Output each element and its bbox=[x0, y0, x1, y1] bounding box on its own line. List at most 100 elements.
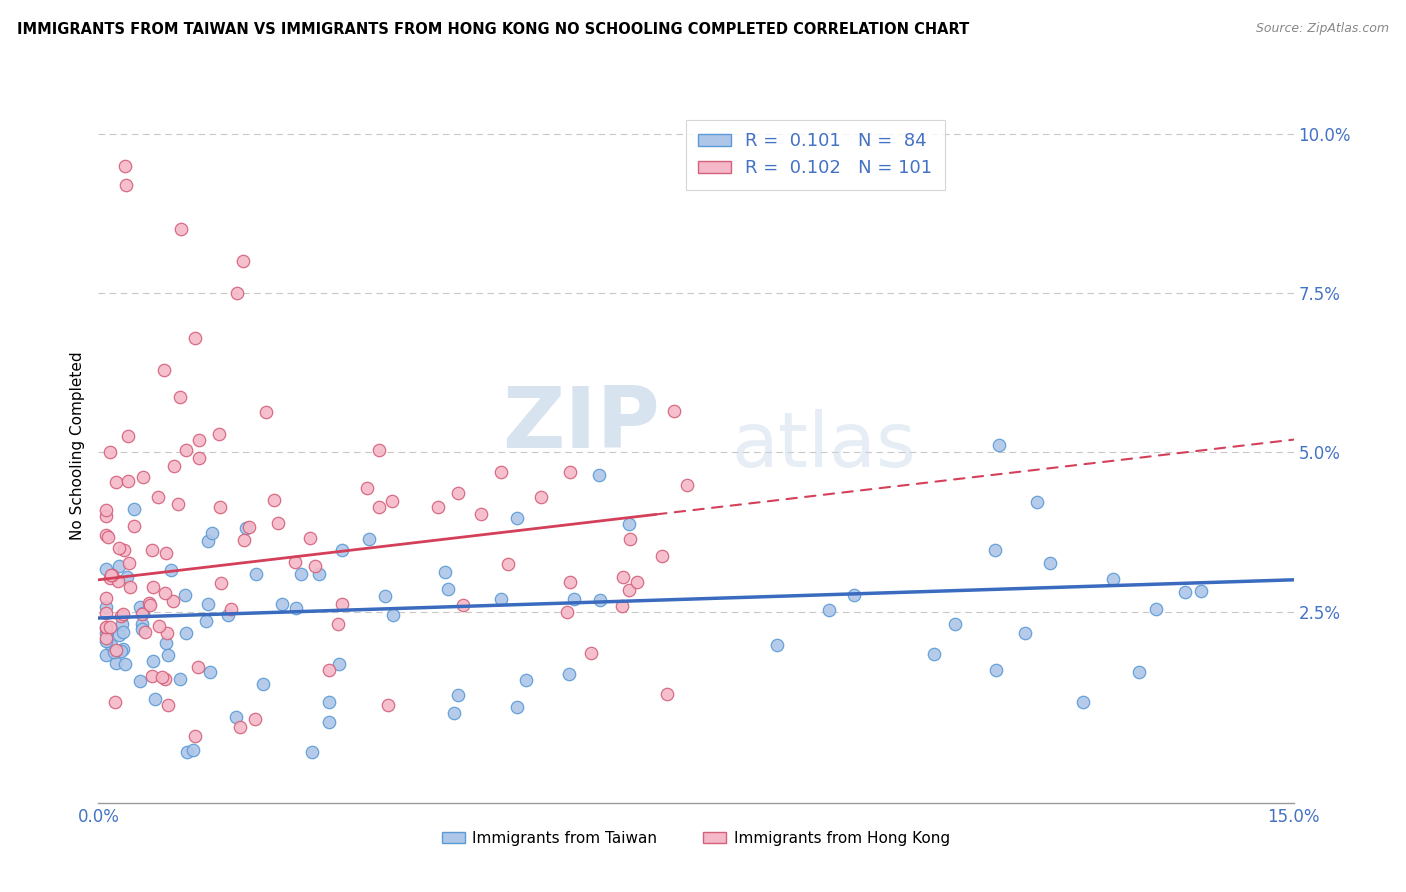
Point bbox=[451, 598, 474, 612]
Point bbox=[181, 743, 204, 757]
Point bbox=[233, 533, 256, 548]
Point bbox=[197, 597, 219, 611]
Point bbox=[128, 599, 150, 614]
Point bbox=[496, 557, 519, 571]
Point bbox=[96, 600, 118, 615]
Point bbox=[318, 695, 340, 709]
Point bbox=[284, 555, 307, 569]
Point bbox=[101, 567, 124, 582]
Point bbox=[676, 478, 699, 492]
Point bbox=[208, 427, 231, 442]
Point bbox=[104, 475, 127, 490]
Point bbox=[96, 562, 118, 576]
Point bbox=[470, 507, 492, 521]
Point bbox=[105, 643, 128, 657]
Point bbox=[155, 546, 177, 560]
Point bbox=[184, 729, 207, 743]
Point bbox=[97, 530, 120, 544]
Point bbox=[110, 644, 132, 658]
Point bbox=[943, 616, 966, 631]
Point bbox=[170, 222, 193, 236]
Point bbox=[245, 566, 267, 581]
Point bbox=[304, 558, 326, 573]
Point bbox=[96, 625, 118, 640]
Point bbox=[139, 598, 162, 612]
Point bbox=[1128, 665, 1150, 679]
Point bbox=[117, 474, 139, 488]
Point bbox=[208, 500, 231, 515]
Text: Source: ZipAtlas.com: Source: ZipAtlas.com bbox=[1256, 22, 1389, 36]
Point bbox=[232, 254, 254, 268]
Point bbox=[100, 567, 122, 582]
Point bbox=[114, 178, 136, 192]
Point bbox=[134, 625, 156, 640]
Point bbox=[114, 159, 136, 173]
Point bbox=[187, 434, 209, 448]
Point bbox=[132, 470, 155, 484]
Point bbox=[155, 672, 177, 686]
Point bbox=[188, 450, 211, 465]
Point bbox=[357, 532, 380, 546]
Point bbox=[619, 517, 641, 532]
Text: ZIP: ZIP bbox=[502, 383, 661, 467]
Point bbox=[381, 494, 404, 508]
Point bbox=[491, 592, 513, 607]
Point bbox=[163, 458, 186, 473]
Point bbox=[128, 673, 150, 688]
Point bbox=[562, 592, 585, 607]
Point bbox=[114, 657, 136, 671]
Point bbox=[103, 645, 125, 659]
Point bbox=[356, 481, 378, 495]
Point bbox=[436, 582, 458, 597]
Point bbox=[219, 601, 242, 615]
Point bbox=[301, 745, 323, 759]
Point bbox=[922, 647, 945, 661]
Point bbox=[142, 581, 165, 595]
Point bbox=[111, 617, 134, 632]
Point bbox=[173, 588, 195, 602]
Point bbox=[443, 706, 465, 720]
Point bbox=[141, 543, 163, 558]
Point bbox=[141, 668, 163, 682]
Point bbox=[1189, 584, 1212, 599]
Point bbox=[96, 633, 118, 648]
Point bbox=[142, 654, 165, 668]
Point bbox=[107, 628, 129, 642]
Point bbox=[209, 576, 232, 591]
Point bbox=[111, 642, 134, 657]
Point bbox=[1144, 602, 1167, 616]
Point bbox=[174, 443, 197, 458]
Point bbox=[100, 638, 122, 652]
Point bbox=[96, 648, 118, 663]
Y-axis label: No Schooling Completed: No Schooling Completed bbox=[69, 351, 84, 541]
Point bbox=[122, 519, 145, 533]
Point bbox=[200, 526, 222, 541]
Point bbox=[664, 403, 686, 417]
Point bbox=[1071, 695, 1094, 709]
Point bbox=[308, 566, 330, 581]
Point bbox=[166, 497, 188, 511]
Point bbox=[104, 695, 127, 709]
Point bbox=[98, 571, 121, 585]
Point bbox=[156, 648, 179, 663]
Point bbox=[107, 559, 129, 574]
Point bbox=[842, 588, 865, 602]
Point bbox=[162, 594, 184, 608]
Point bbox=[612, 570, 634, 584]
Point bbox=[229, 720, 252, 734]
Point bbox=[1026, 495, 1049, 509]
Point bbox=[107, 574, 129, 588]
Point bbox=[200, 665, 222, 679]
Point bbox=[98, 445, 121, 459]
Legend: Immigrants from Taiwan, Immigrants from Hong Kong: Immigrants from Taiwan, Immigrants from … bbox=[436, 825, 956, 852]
Point bbox=[290, 566, 312, 581]
Point bbox=[132, 606, 155, 620]
Point bbox=[131, 616, 153, 631]
Point bbox=[610, 599, 633, 613]
Point bbox=[146, 491, 169, 505]
Point bbox=[434, 565, 457, 579]
Point bbox=[626, 574, 648, 589]
Point bbox=[987, 438, 1010, 452]
Point bbox=[226, 286, 249, 301]
Point bbox=[267, 516, 290, 530]
